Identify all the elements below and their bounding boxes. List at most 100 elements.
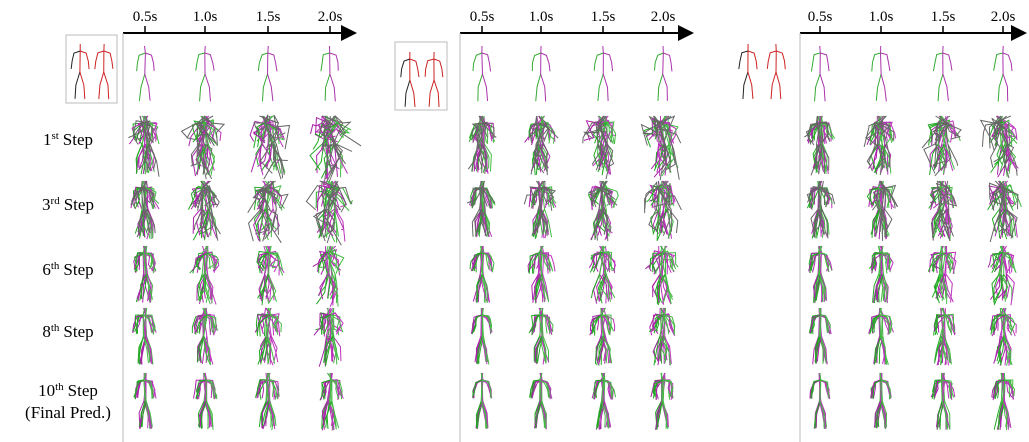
row-text: Step — [63, 322, 93, 341]
row-suffix: st — [51, 130, 58, 142]
pose-samples — [470, 246, 494, 303]
pose-samples — [248, 181, 288, 243]
skeleton-limb — [943, 53, 952, 71]
skeleton-limb — [434, 80, 439, 107]
skeleton-limb — [743, 72, 748, 99]
pose-samples — [256, 373, 280, 430]
pose-samples — [810, 373, 830, 429]
row-number: 10 — [38, 381, 55, 400]
pose-samples — [931, 373, 955, 430]
skeleton-limb — [924, 144, 935, 174]
row-note: (Final Pred.) — [25, 403, 111, 422]
pose-ref — [594, 46, 612, 101]
skeleton-limb — [541, 53, 550, 71]
skeleton-limb — [663, 46, 664, 74]
pose-history — [95, 44, 113, 99]
pose-samples — [869, 246, 893, 303]
skeleton-limb — [651, 144, 658, 169]
skeleton-limb — [268, 53, 277, 71]
skeleton-limb — [998, 74, 1003, 101]
row-number: 6 — [42, 260, 51, 279]
skeleton-limb — [815, 74, 820, 101]
pose-samples — [867, 181, 897, 241]
row-label: 6thStep — [42, 260, 93, 279]
pose-samples — [182, 116, 225, 179]
pose-samples — [641, 116, 680, 180]
skeleton-limb — [80, 51, 89, 69]
skeleton-limb — [104, 51, 113, 69]
skeleton-limb — [1003, 74, 1008, 101]
pose-samples — [313, 246, 344, 307]
row-label: 1stStep — [43, 130, 93, 149]
row-text: Step — [68, 381, 98, 400]
pose-samples — [131, 181, 159, 239]
skeleton-limb — [145, 53, 154, 71]
pose-ref — [137, 46, 154, 101]
pose-samples — [934, 308, 956, 365]
pose-ref — [872, 46, 890, 101]
skeleton-limb — [820, 74, 825, 101]
reference-box — [66, 35, 117, 103]
pose-ref — [994, 46, 1012, 101]
figure: 0.5s1.0s1.5s2.0s0.5s1.0s1.5s2.0s0.5s1.0s… — [0, 0, 1029, 442]
skeleton-limb — [75, 72, 80, 99]
skeleton-limb — [671, 209, 672, 232]
skeleton-limb — [820, 53, 829, 71]
pose-samples — [320, 373, 344, 430]
row-suffix: th — [55, 381, 64, 393]
skeleton-limb — [776, 51, 785, 69]
skeleton-limb — [137, 53, 146, 71]
pose-samples — [528, 246, 555, 303]
time-label: 1.0s — [193, 9, 218, 25]
skeleton-limb — [145, 74, 150, 101]
pose-ref — [321, 46, 338, 101]
skeleton-limb — [603, 74, 608, 101]
pose-samples — [188, 181, 220, 241]
row-suffix: th — [51, 322, 60, 334]
skeleton-limb — [268, 46, 269, 74]
skeleton-limb — [145, 46, 146, 74]
skeleton-limb — [881, 74, 886, 101]
skeleton-limb — [776, 72, 781, 99]
pose-samples — [468, 116, 496, 174]
skeleton-limb — [405, 80, 410, 107]
row-number: 3 — [42, 195, 51, 214]
pose-samples — [250, 115, 289, 180]
pose-samples — [529, 308, 553, 365]
skeleton-limb — [425, 59, 434, 77]
skeleton-limb — [473, 53, 482, 71]
skeleton-limb — [536, 74, 541, 101]
pose-samples — [651, 373, 673, 430]
pose-samples — [530, 373, 552, 429]
skeleton-limb — [748, 72, 753, 99]
skeleton-limb — [410, 80, 415, 107]
skeleton-limb — [205, 53, 214, 71]
skeleton-limb — [663, 74, 668, 101]
skeleton-limb — [881, 53, 890, 71]
skeleton-limb — [594, 53, 603, 71]
pose-samples — [588, 181, 618, 241]
pose-samples — [645, 246, 678, 305]
skeleton-limb — [95, 51, 104, 69]
skeleton-limb — [330, 373, 331, 401]
pose-ref — [196, 46, 214, 101]
skeleton-limb — [603, 53, 612, 71]
skeleton-limb — [478, 74, 483, 101]
pose-ref — [258, 46, 277, 101]
skeleton-limb — [482, 53, 491, 71]
skeleton-limb — [933, 53, 942, 71]
skeleton-limb — [434, 59, 443, 77]
time-label: 1.0s — [529, 9, 554, 25]
pose-ref — [654, 46, 672, 101]
skeleton-limb — [262, 74, 267, 101]
time-label: 1.5s — [931, 9, 956, 25]
pose-samples — [929, 181, 957, 241]
pose-samples — [990, 308, 1016, 366]
pose-history — [401, 52, 419, 107]
skeleton-limb — [811, 53, 820, 71]
pose-samples — [590, 308, 615, 366]
skeleton-limb — [330, 74, 335, 101]
reference-box — [395, 42, 447, 110]
skeleton-limb — [658, 74, 663, 101]
pose-samples — [809, 246, 832, 303]
